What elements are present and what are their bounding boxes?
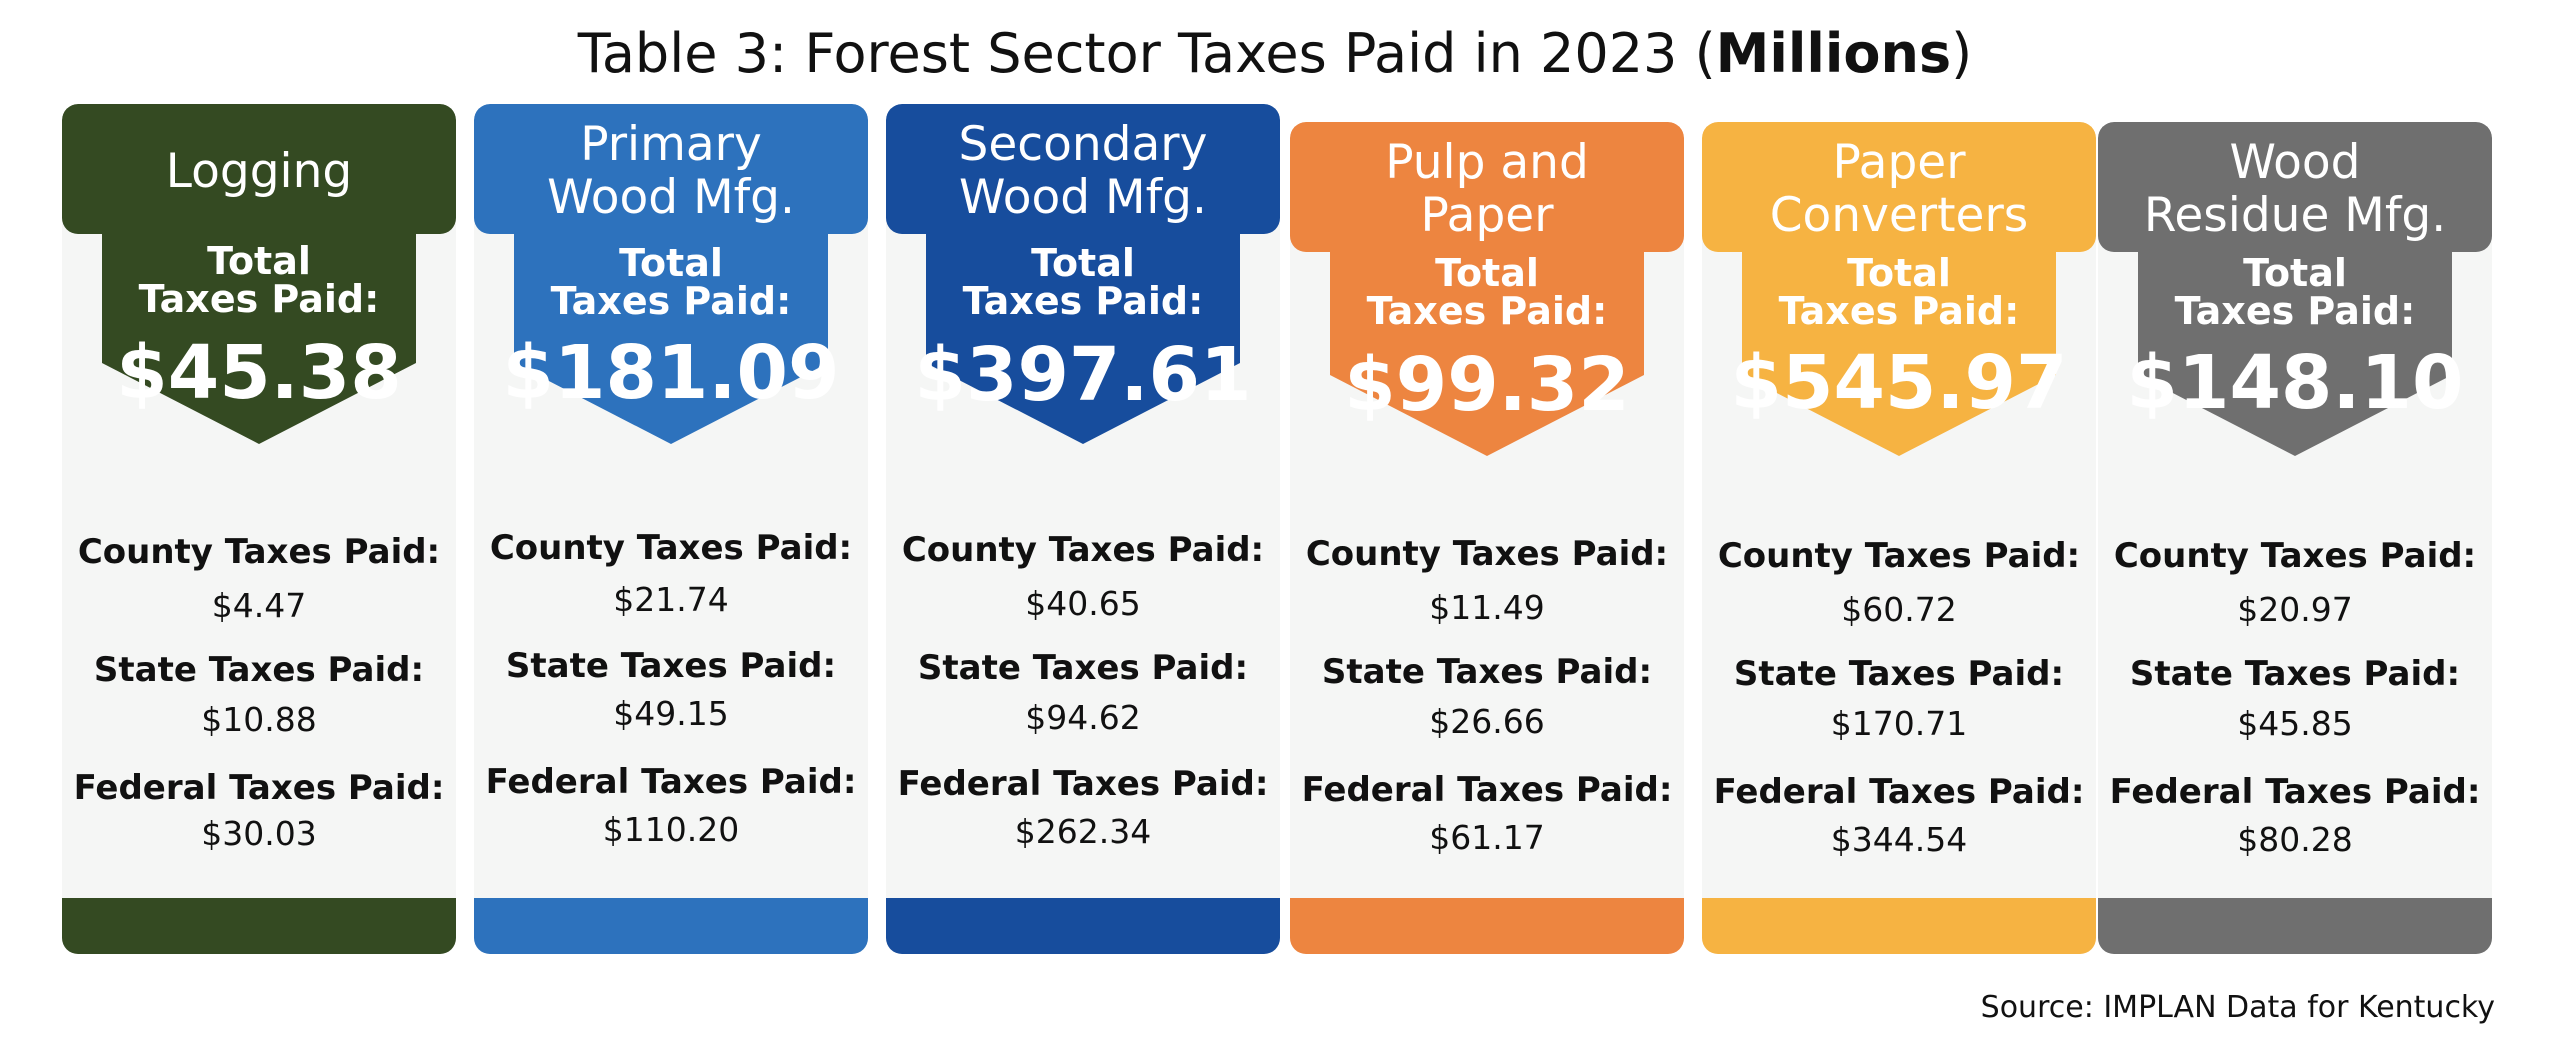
federal-label: Federal Taxes Paid: (1301, 770, 1673, 810)
county-value: $20.97 (2237, 590, 2353, 629)
county-label: County Taxes Paid: (2113, 536, 2477, 576)
state-label: State Taxes Paid: (505, 646, 837, 686)
card-header: Logging (62, 104, 456, 234)
card-title: Secondary Wood Mfg. (958, 117, 1208, 225)
state-label: State Taxes Paid: (1733, 654, 2065, 694)
card-footer (2098, 898, 2492, 954)
federal-value: $110.20 (602, 810, 740, 849)
state-value: $49.15 (613, 694, 729, 733)
card-header: Secondary Wood Mfg. (886, 104, 1280, 234)
title-bold: Millions (1715, 22, 1952, 85)
title-suffix: ) (1951, 22, 1973, 85)
state-value: $94.62 (1025, 698, 1141, 737)
state-value: $45.85 (2237, 704, 2353, 743)
state-label: State Taxes Paid: (2129, 654, 2461, 694)
card-wood-residue-mfg: Wood Residue Mfg. Total Taxes Paid: $148… (2098, 122, 2492, 954)
card-footer (1702, 898, 2096, 954)
federal-label: Federal Taxes Paid: (485, 762, 857, 802)
card-title: Primary Wood Mfg. (547, 117, 795, 225)
card-title: Wood Residue Mfg. (2143, 135, 2447, 243)
total-label: Total Taxes Paid: (2174, 251, 2416, 333)
total-label: Total Taxes Paid: (138, 239, 380, 321)
federal-label: Federal Taxes Paid: (1713, 772, 2085, 812)
total-value: $148.10 (2126, 340, 2464, 426)
total-value: $545.97 (1730, 340, 2068, 426)
federal-value: $30.03 (201, 814, 317, 853)
federal-value: $61.17 (1429, 818, 1545, 857)
card-header: Paper Converters (1702, 122, 2096, 252)
county-value: $4.47 (211, 586, 307, 625)
state-value: $170.71 (1830, 704, 1968, 743)
federal-value: $262.34 (1014, 812, 1152, 851)
county-label: County Taxes Paid: (489, 528, 853, 568)
source-note: Source: IMPLAN Data for Kentucky (1980, 990, 2495, 1025)
card-footer (474, 898, 868, 954)
county-label: County Taxes Paid: (1305, 534, 1669, 574)
state-value: $10.88 (201, 700, 317, 739)
state-label: State Taxes Paid: (93, 650, 425, 690)
state-label: State Taxes Paid: (1321, 652, 1653, 692)
state-label: State Taxes Paid: (917, 648, 1249, 688)
card-primary-wood-mfg: Primary Wood Mfg. Total Taxes Paid: $181… (474, 104, 868, 954)
page-title: Table 3: Forest Sector Taxes Paid in 202… (0, 22, 2550, 85)
county-label: County Taxes Paid: (1717, 536, 2081, 576)
total-label: Total Taxes Paid: (962, 241, 1204, 323)
federal-label: Federal Taxes Paid: (897, 764, 1269, 804)
federal-value: $344.54 (1830, 820, 1968, 859)
card-footer (1290, 898, 1684, 954)
card-footer (62, 898, 456, 954)
card-header: Primary Wood Mfg. (474, 104, 868, 234)
card-secondary-wood-mfg: Secondary Wood Mfg. Total Taxes Paid: $3… (886, 104, 1280, 954)
sector-cards: Logging Total Taxes Paid: $45.38 County … (62, 104, 2492, 954)
total-label: Total Taxes Paid: (1778, 251, 2020, 333)
card-header: Pulp and Paper (1290, 122, 1684, 252)
county-value: $11.49 (1429, 588, 1545, 627)
state-value: $26.66 (1429, 702, 1545, 741)
card-title: Pulp and Paper (1385, 135, 1589, 243)
total-value: $181.09 (502, 330, 840, 416)
card-header: Wood Residue Mfg. (2098, 122, 2492, 252)
total-value: $99.32 (1344, 342, 1630, 428)
total-label: Total Taxes Paid: (1366, 251, 1608, 333)
total-value: $45.38 (116, 330, 402, 416)
card-logging: Logging Total Taxes Paid: $45.38 County … (62, 104, 456, 954)
card-pulp-and-paper: Pulp and Paper Total Taxes Paid: $99.32 … (1290, 122, 1684, 954)
card-title: Paper Converters (1769, 135, 2029, 243)
card-paper-converters: Paper Converters Total Taxes Paid: $545.… (1702, 122, 2096, 954)
county-value: $40.65 (1025, 584, 1141, 623)
card-title: Logging (165, 143, 353, 199)
federal-label: Federal Taxes Paid: (2109, 772, 2481, 812)
federal-label: Federal Taxes Paid: (73, 768, 445, 808)
title-prefix: Table 3: Forest Sector Taxes Paid in 202… (577, 22, 1716, 85)
card-footer (886, 898, 1280, 954)
county-value: $60.72 (1841, 590, 1957, 629)
county-value: $21.74 (613, 580, 729, 619)
federal-value: $80.28 (2237, 820, 2353, 859)
total-label: Total Taxes Paid: (550, 241, 792, 323)
county-label: County Taxes Paid: (77, 532, 441, 572)
total-value: $397.61 (914, 332, 1252, 418)
county-label: County Taxes Paid: (901, 530, 1265, 570)
